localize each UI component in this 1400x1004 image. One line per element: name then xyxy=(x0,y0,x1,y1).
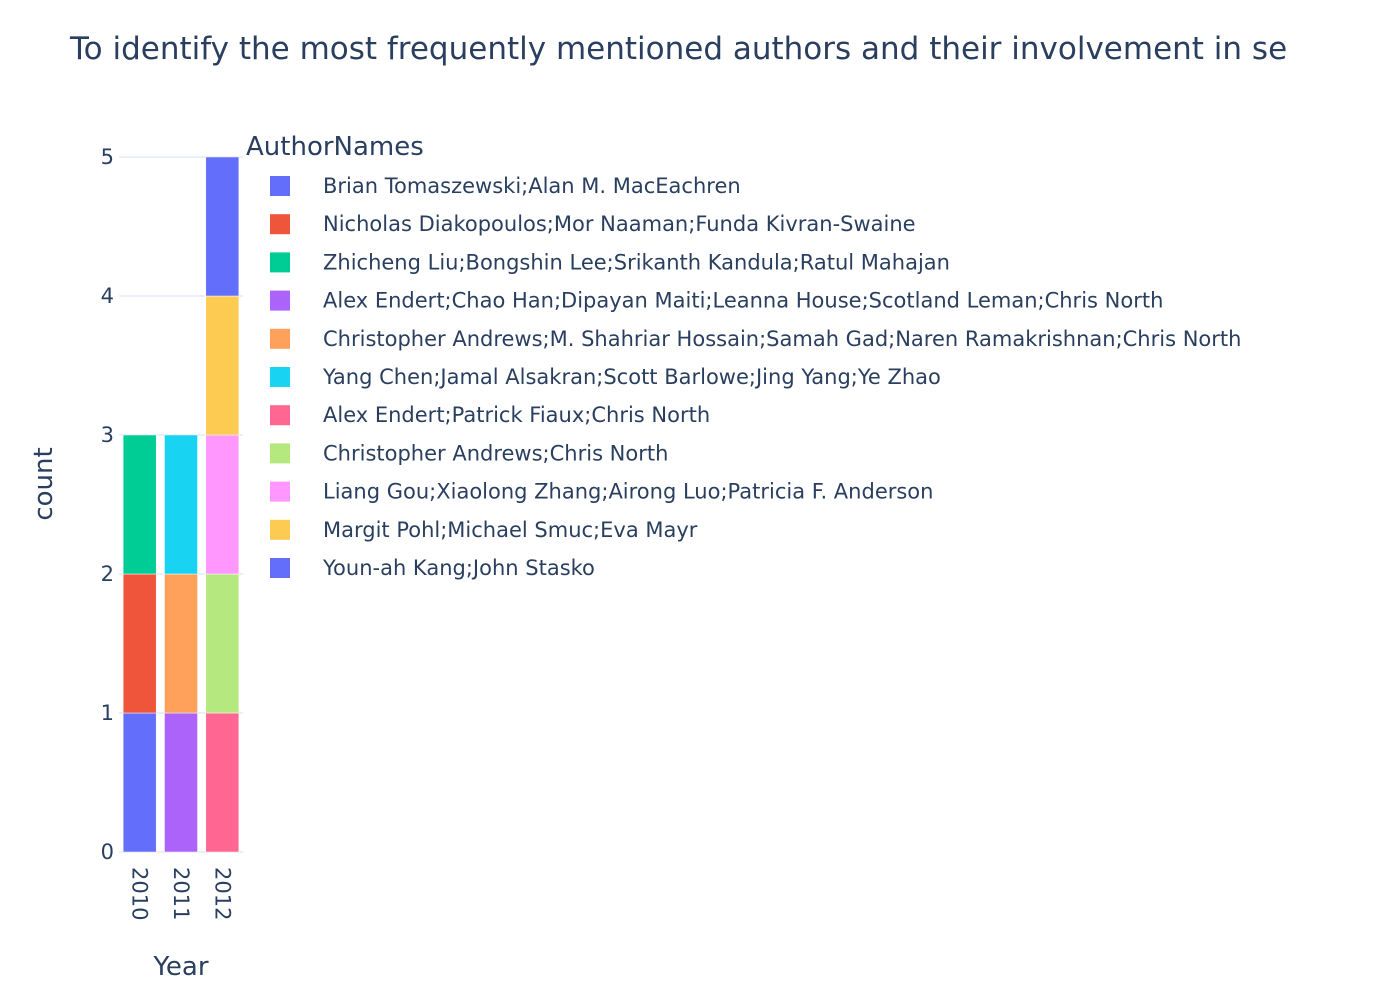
legend-item[interactable]: Margit Pohl;Michael Smuc;Eva Mayr xyxy=(270,518,698,542)
legend-label: Liang Gou;Xiaolong Zhang;Airong Luo;Patr… xyxy=(323,480,933,504)
axis-layer: 0 1 2 3 4 5 2010 2011 2012 xyxy=(101,145,235,920)
legend-item[interactable]: Liang Gou;Xiaolong Zhang;Airong Luo;Patr… xyxy=(270,480,933,504)
legend: Brian Tomaszewski;Alan M. MacEachren Nich… xyxy=(270,174,1241,580)
bar-segment[interactable] xyxy=(164,573,198,714)
legend-swatch xyxy=(270,519,290,540)
y-tick-label: 1 xyxy=(101,701,114,725)
bar-segment[interactable] xyxy=(205,434,240,575)
y-tick-label: 2 xyxy=(101,562,114,586)
legend-swatch xyxy=(270,214,290,235)
legend-label: Brian Tomaszewski;Alan M. MacEachren xyxy=(323,174,741,198)
legend-swatch xyxy=(270,367,290,387)
bar-segment[interactable] xyxy=(205,712,240,853)
bar-segment[interactable] xyxy=(122,573,157,714)
legend-item[interactable]: Christopher Andrews;M. Shahriar Hossain;… xyxy=(270,327,1241,351)
bar-segment[interactable] xyxy=(164,712,198,853)
legend-label: Zhicheng Liu;Bongshin Lee;Srikanth Kandu… xyxy=(323,250,950,274)
legend-item[interactable]: Brian Tomaszewski;Alan M. MacEachren xyxy=(270,174,741,198)
legend-label: Alex Endert;Patrick Fiaux;Chris North xyxy=(323,403,710,427)
legend-swatch xyxy=(270,328,290,349)
x-tick-label: 2012 xyxy=(210,867,234,920)
bar-segment[interactable] xyxy=(205,156,240,297)
y-tick-label: 3 xyxy=(101,423,114,447)
bar-segment[interactable] xyxy=(205,295,240,436)
legend-item[interactable]: Yang Chen;Jamal Alsakran;Scott Barlowe;J… xyxy=(270,365,941,389)
legend-label: Christopher Andrews;Chris North xyxy=(323,441,668,465)
bar-segment[interactable] xyxy=(164,434,198,575)
legend-item[interactable]: Zhicheng Liu;Bongshin Lee;Srikanth Kandu… xyxy=(270,250,950,274)
legend-label: Nicholas Diakopoulos;Mor Naaman;Funda Ki… xyxy=(323,212,916,236)
legend-label: Yang Chen;Jamal Alsakran;Scott Barlowe;J… xyxy=(322,365,941,389)
x-axis-title: Year xyxy=(152,952,208,982)
legend-swatch xyxy=(270,290,290,311)
bar-segment[interactable] xyxy=(122,434,157,575)
legend-swatch xyxy=(270,252,290,273)
legend-label: Alex Endert;Chao Han;Dipayan Maiti;Leann… xyxy=(323,289,1163,313)
legend-swatch xyxy=(270,558,290,578)
x-tick-label: 2010 xyxy=(128,867,152,920)
legend-swatch xyxy=(270,176,290,196)
legend-item[interactable]: Nicholas Diakopoulos;Mor Naaman;Funda Ki… xyxy=(270,212,916,236)
x-tick-label: 2011 xyxy=(169,867,193,920)
legend-swatch xyxy=(270,481,290,502)
legend-item[interactable]: Christopher Andrews;Chris North xyxy=(270,441,668,465)
bar-segment[interactable] xyxy=(122,712,157,853)
legend-label: Christopher Andrews;M. Shahriar Hossain;… xyxy=(323,327,1241,351)
legend-title: AuthorNames xyxy=(246,132,424,162)
legend-item[interactable]: Alex Endert;Patrick Fiaux;Chris North xyxy=(270,403,710,427)
legend-item[interactable]: Youn-ah Kang;John Stasko xyxy=(270,556,595,580)
bar-segment[interactable] xyxy=(205,573,240,714)
legend-item[interactable]: Alex Endert;Chao Han;Dipayan Maiti;Leann… xyxy=(270,289,1163,313)
legend-label: Margit Pohl;Michael Smuc;Eva Mayr xyxy=(323,518,698,542)
legend-swatch xyxy=(270,405,290,426)
bar-layer xyxy=(122,156,240,853)
y-tick-label: 4 xyxy=(101,284,114,308)
y-tick-label: 5 xyxy=(101,145,114,169)
chart-title: To identify the most frequently mentione… xyxy=(69,31,1287,67)
y-tick-label: 0 xyxy=(101,840,114,864)
y-axis-title: count xyxy=(29,447,59,520)
legend-swatch xyxy=(270,443,290,464)
legend-label: Youn-ah Kang;John Stasko xyxy=(322,556,595,580)
